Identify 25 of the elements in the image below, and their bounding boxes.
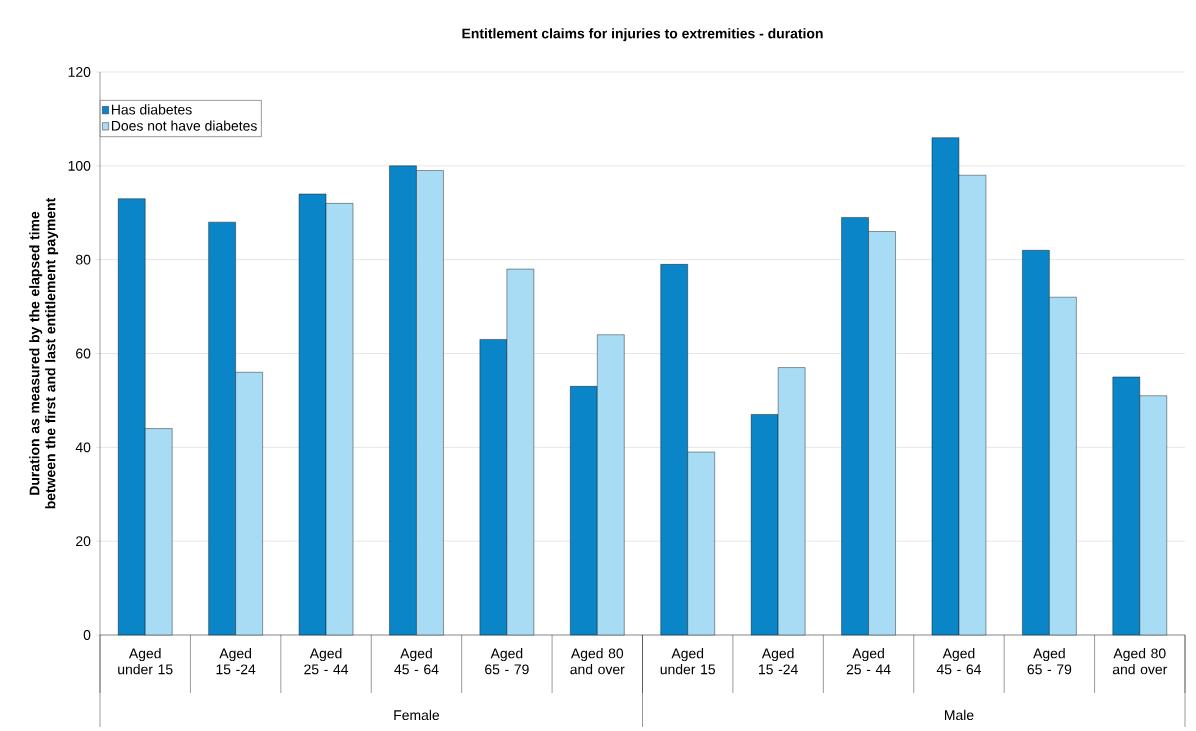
y-tick-label: 80: [76, 254, 91, 265]
text: Female: [394, 709, 440, 721]
x-tick-label: Aged 15 -24: [759, 648, 798, 675]
x-tick-label: Aged 45 - 64: [394, 648, 439, 675]
x-tick-label: Aged 80 and over: [570, 648, 625, 675]
chart-title: Entitlement claims for injuries to extremities - duration: [462, 28, 823, 42]
y-tick-label: 40: [75, 442, 91, 453]
x-tick-label: Aged 65 - 79: [485, 648, 529, 675]
y-tick-label: 20: [76, 536, 91, 547]
x-tick-label: Aged 80 and over: [1112, 648, 1168, 675]
x-tick-label: Aged under 15: [660, 648, 716, 675]
x-tick-label: Aged 25 - 44: [304, 648, 349, 675]
y-tick-label: 100: [68, 160, 91, 171]
text: Male: [944, 709, 974, 721]
x-tick-label: Aged 25 - 44: [846, 648, 891, 675]
y-tick-label: 60: [76, 348, 91, 359]
y-tick-label: 0: [83, 630, 91, 640]
legend-label: Does not have diabetes: [111, 120, 257, 131]
y-tick-label: 120: [68, 67, 91, 77]
x-tick-label: Aged 65 - 79: [1027, 648, 1072, 675]
y-axis-title: Duration as measured by the elapsed time between the first and last entitlement payment: [29, 197, 59, 509]
x-tick-label: Aged under 15: [118, 648, 173, 675]
x-tick-label: Aged 15 -24: [216, 648, 256, 675]
x-tick-label: Aged 45 - 64: [936, 648, 982, 675]
legend-label: Has diabetes: [111, 104, 192, 115]
